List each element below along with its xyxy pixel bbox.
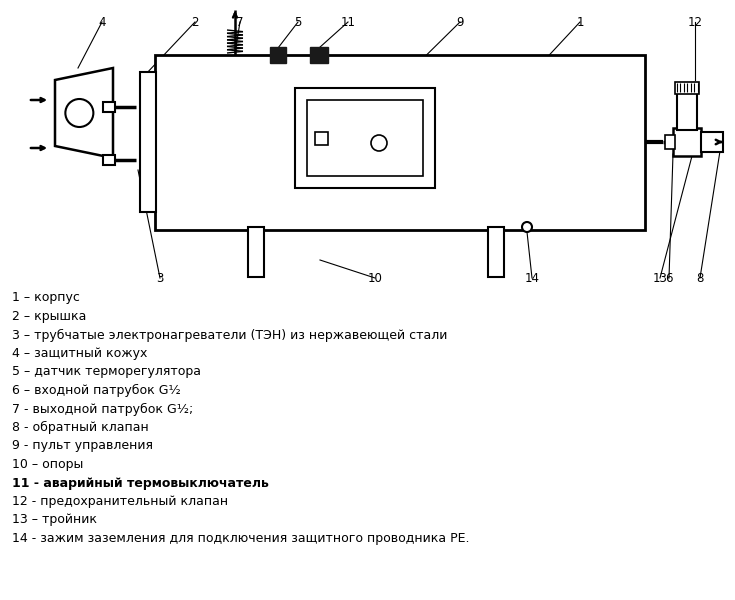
Text: 7 - выходной патрубок G½;: 7 - выходной патрубок G½; bbox=[12, 403, 193, 416]
Bar bbox=[488, 227, 504, 277]
Text: 3: 3 bbox=[157, 271, 164, 284]
Bar bbox=[140, 72, 156, 212]
Text: 8: 8 bbox=[696, 271, 703, 284]
Text: 12 - предохранительный клапан: 12 - предохранительный клапан bbox=[12, 495, 228, 508]
Text: 7: 7 bbox=[236, 16, 244, 28]
Bar bbox=[310, 47, 328, 63]
Text: 9 - пульт управления: 9 - пульт управления bbox=[12, 439, 153, 452]
Bar bbox=[307, 100, 423, 176]
Text: 2: 2 bbox=[191, 16, 198, 28]
Text: 13: 13 bbox=[653, 271, 667, 284]
Bar bbox=[103, 155, 115, 165]
Text: 11 - аварийный термовыключатель: 11 - аварийный термовыключатель bbox=[12, 476, 269, 490]
Text: 5 – датчик терморегулятора: 5 – датчик терморегулятора bbox=[12, 365, 201, 379]
Text: 12: 12 bbox=[687, 16, 703, 28]
Bar bbox=[675, 82, 699, 94]
Bar bbox=[315, 132, 328, 145]
Text: 6 – входной патрубок G½: 6 – входной патрубок G½ bbox=[12, 384, 181, 397]
Bar bbox=[270, 47, 286, 63]
Text: 11: 11 bbox=[340, 16, 356, 28]
Text: 10 – опоры: 10 – опоры bbox=[12, 458, 83, 471]
Bar bbox=[155, 55, 645, 230]
Text: 8 - обратный клапан: 8 - обратный клапан bbox=[12, 421, 148, 434]
Bar bbox=[295, 88, 435, 188]
Bar bbox=[248, 227, 264, 277]
Text: 10: 10 bbox=[368, 271, 382, 284]
Bar bbox=[103, 102, 115, 112]
Text: 4 – защитный кожух: 4 – защитный кожух bbox=[12, 347, 148, 360]
Text: 3 – трубчатые электронагреватели (ТЭН) из нержавеющей стали: 3 – трубчатые электронагреватели (ТЭН) и… bbox=[12, 328, 448, 341]
Text: 6: 6 bbox=[665, 271, 673, 284]
Bar bbox=[665, 135, 675, 149]
Polygon shape bbox=[55, 68, 113, 158]
Text: 2 – крышка: 2 – крышка bbox=[12, 310, 87, 323]
Text: 9: 9 bbox=[456, 16, 464, 28]
Circle shape bbox=[522, 222, 532, 232]
Text: 14 - зажим заземления для подключения защитного проводника PE.: 14 - зажим заземления для подключения за… bbox=[12, 532, 470, 545]
Text: 1 – корпус: 1 – корпус bbox=[12, 292, 80, 304]
Bar bbox=[677, 92, 697, 130]
Text: 4: 4 bbox=[98, 16, 106, 28]
Text: 5: 5 bbox=[294, 16, 301, 28]
Text: 14: 14 bbox=[525, 271, 539, 284]
Bar bbox=[701, 132, 723, 152]
Text: 13 – тройник: 13 – тройник bbox=[12, 514, 97, 527]
Bar bbox=[673, 128, 701, 156]
Text: 1: 1 bbox=[576, 16, 584, 28]
